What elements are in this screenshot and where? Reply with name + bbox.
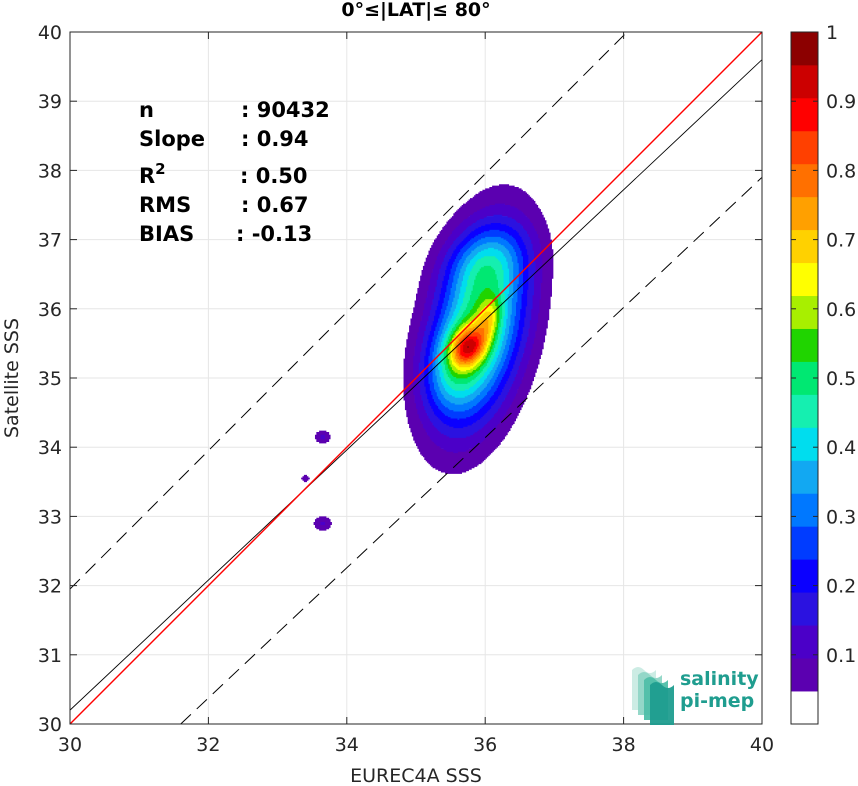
density-level-11	[446, 288, 500, 379]
colorbar-tick-label: 0.9	[826, 91, 856, 113]
reference-lines	[70, 32, 762, 724]
density-level-10	[443, 265, 503, 384]
stat-label: n	[139, 98, 154, 122]
colorbar-tick-label: 1	[826, 22, 838, 44]
density-level-1	[301, 184, 554, 531]
stat-label: RMS	[139, 193, 191, 217]
density-level-17	[457, 332, 482, 361]
y-axis-label: Satellite SSS	[1, 318, 23, 438]
stat-label: Slope	[139, 127, 205, 151]
upper-bound-dashed-line	[70, 32, 628, 590]
x-tick-label: 34	[335, 734, 359, 756]
density-level-18	[460, 336, 479, 358]
colorbar-tick-label: 0.1	[826, 645, 856, 667]
colorbar-swatch	[791, 229, 818, 264]
colorbar-swatch	[791, 262, 818, 297]
stat-label: R2	[139, 160, 166, 188]
density-level-13	[450, 304, 496, 372]
density-level-15	[453, 318, 489, 365]
colorbar-swatch	[791, 32, 818, 66]
colorbar-swatch	[791, 295, 818, 329]
colorbar-swatch	[791, 130, 818, 165]
grid	[69, 31, 763, 725]
x-tick-label: 38	[612, 734, 636, 756]
colorbar-swatch	[791, 559, 818, 593]
y-tick-label: 39	[38, 91, 62, 113]
logo-line2: pi-mep	[680, 690, 754, 712]
chart-title: 0°≤|LAT|≤ 80°	[341, 0, 490, 21]
x-tick-label: 36	[473, 734, 497, 756]
colorbar-tick-label: 0.3	[826, 506, 856, 528]
density-level-16	[456, 328, 485, 364]
colorbar-swatch	[791, 196, 818, 231]
y-tick-label: 30	[38, 714, 62, 736]
fit-line	[70, 59, 762, 711]
colorbar-swatch	[791, 163, 818, 198]
y-tick-label: 31	[38, 645, 62, 667]
colorbar-swatch	[791, 394, 818, 428]
colorbar-tick-label: 0.2	[826, 576, 856, 598]
colorbar-swatch	[791, 658, 818, 692]
statistics-block: n : 90432 Slope : 0.94 R2 : 0.50 RMS : 0.67 BIAS…	[139, 98, 330, 246]
colorbar-tick-label: 0.4	[826, 437, 856, 459]
y-tick-label: 38	[38, 160, 62, 182]
density-level-20	[467, 346, 469, 348]
y-tick-label: 35	[38, 368, 62, 390]
y-tick-label: 36	[38, 299, 62, 321]
x-tick-label: 30	[58, 734, 82, 756]
density-level-7	[435, 242, 514, 405]
x-tick-label: 32	[196, 734, 220, 756]
y-tick-label: 40	[38, 22, 62, 44]
y-tick-label: 37	[38, 230, 62, 252]
colorbar-swatch	[791, 526, 818, 560]
x-tick-label: 40	[750, 734, 774, 756]
stat-value: : 0.94	[241, 127, 309, 151]
colorbar-swatch	[791, 328, 818, 362]
stat-label: BIAS	[139, 222, 194, 246]
colorbar-swatch	[791, 493, 818, 527]
colorbar-swatch	[791, 625, 818, 659]
density-contours	[301, 184, 554, 531]
density-level-12	[447, 299, 497, 375]
stat-label-text: Slope	[139, 127, 205, 151]
stat-value: : 0.50	[240, 164, 308, 188]
density-level-9	[440, 256, 505, 391]
density-level-14	[451, 311, 493, 368]
stat-label-text: BIAS	[139, 222, 194, 246]
colorbar-swatch	[791, 592, 818, 626]
density-level-6	[432, 236, 519, 412]
stat-value: : 0.67	[241, 193, 309, 217]
colorbar-tick-label: 0.5	[826, 368, 856, 390]
colorbar-swatch	[791, 64, 818, 99]
colorbar-swatch	[791, 691, 818, 725]
density-level-19	[463, 339, 476, 354]
stat-label-superscript: 2	[155, 160, 165, 178]
stat-label-text: R	[139, 164, 155, 188]
x-axis-label: EUREC4A SSS	[350, 765, 482, 786]
y-tick-label: 32	[38, 576, 62, 598]
colorbar-swatch	[791, 97, 818, 132]
y-tick-label: 33	[38, 506, 62, 528]
y-tick-label: 34	[38, 437, 62, 459]
logo-line1: salinity	[680, 668, 759, 690]
colorbar-swatch	[791, 427, 818, 461]
stat-value: : -0.13	[236, 222, 312, 246]
density-level-8	[438, 247, 510, 398]
colorbar-swatch	[791, 460, 818, 494]
colorbar: 0.1 0.2 0.3 0.4 0.5 0.6 0.7 0.8 0.9 1	[790, 22, 856, 725]
stat-value: : 90432	[241, 98, 330, 122]
colorbar-tick-label: 0.6	[826, 299, 856, 321]
axis-ticks: 30 32 34 36 38 40 30 31 32 33 34 35 36 37 38 39 40	[38, 22, 774, 756]
identity-line	[70, 32, 762, 724]
colorbar-tick-label: 0.8	[826, 160, 856, 182]
colorbar-tick-label: 0.7	[826, 230, 856, 252]
lower-bound-dashed-line	[180, 176, 762, 724]
logo-wave-shape	[650, 682, 674, 725]
stat-label-text: RMS	[139, 193, 191, 217]
stat-label-text: n	[139, 98, 154, 122]
